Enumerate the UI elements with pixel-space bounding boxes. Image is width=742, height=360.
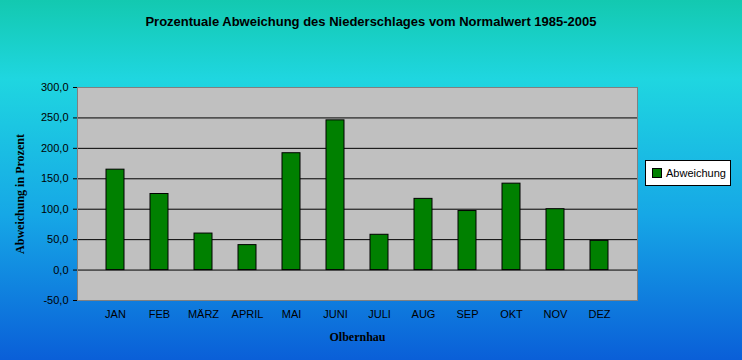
svg-text:50,0: 50,0	[47, 233, 68, 245]
svg-text:JULI: JULI	[368, 308, 391, 320]
svg-text:SEP: SEP	[456, 308, 478, 320]
svg-text:DEZ: DEZ	[589, 308, 611, 320]
svg-text:MÄRZ: MÄRZ	[188, 308, 219, 320]
svg-text:MAI: MAI	[282, 308, 302, 320]
svg-text:OKT: OKT	[500, 308, 523, 320]
svg-text:100,0: 100,0	[41, 203, 69, 215]
svg-text:150,0: 150,0	[41, 172, 69, 184]
svg-text:JUNI: JUNI	[323, 308, 347, 320]
svg-text:Abweichung in Prozent: Abweichung in Prozent	[13, 134, 27, 254]
svg-text:0,0: 0,0	[53, 264, 68, 276]
html-text:Prozentuale Abweichung des Nie: Prozentuale Abweichung des Niederschlage…	[145, 14, 597, 29]
svg-text:250,0: 250,0	[41, 111, 69, 123]
svg-text:AUG: AUG	[412, 308, 436, 320]
svg-text:200,0: 200,0	[41, 142, 69, 154]
svg-text:APRIL: APRIL	[232, 308, 264, 320]
svg-text:300,0: 300,0	[41, 81, 69, 93]
svg-text:-50,0: -50,0	[43, 294, 68, 306]
svg-text:JAN: JAN	[105, 308, 126, 320]
svg-text:Olbernhau: Olbernhau	[329, 330, 385, 344]
svg-text:FEB: FEB	[149, 308, 170, 320]
svg-text:NOV: NOV	[544, 308, 569, 320]
html-text:Abweichung: Abweichung	[666, 167, 726, 179]
